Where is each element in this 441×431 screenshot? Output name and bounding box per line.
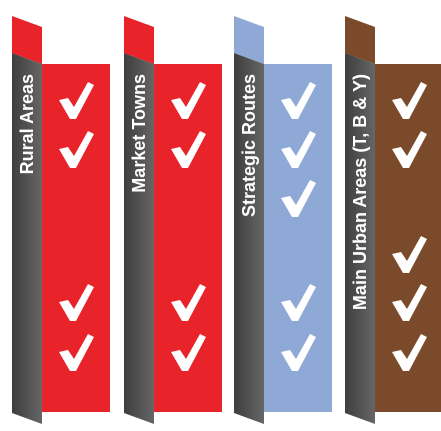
column-label: Strategic Routes — [239, 74, 259, 217]
check-icon — [59, 284, 94, 321]
column-spine — [12, 53, 42, 424]
column-body — [42, 64, 110, 412]
column-body — [264, 64, 332, 412]
check-icon — [281, 82, 316, 119]
column-tab — [234, 16, 264, 64]
check-icon — [392, 236, 427, 273]
check-icon — [392, 131, 427, 168]
column-label: Rural Areas — [17, 74, 37, 174]
check-icon — [59, 131, 94, 168]
column-spine — [345, 53, 375, 424]
column-label: Market Towns — [129, 74, 149, 193]
column-body — [154, 64, 222, 412]
check-icon — [392, 82, 427, 119]
check-icon — [59, 334, 94, 371]
check-icon — [392, 334, 427, 371]
column-tab — [12, 16, 42, 64]
column-label: Main Urban Areas (T, B & Y) — [350, 74, 370, 310]
check-icon — [281, 131, 316, 168]
column-tab — [345, 16, 375, 64]
check-icon — [171, 334, 206, 371]
column-spine — [124, 53, 154, 424]
check-icon — [171, 82, 206, 119]
check-icon — [281, 334, 316, 371]
column-spine — [234, 53, 264, 424]
column-3: Main Urban Areas (T, B & Y) — [345, 16, 441, 424]
column-body — [375, 64, 441, 412]
check-icon — [281, 284, 316, 321]
column-1: Market Towns — [124, 16, 222, 424]
check-icon — [392, 284, 427, 321]
column-0: Rural Areas — [12, 16, 110, 424]
check-icon — [171, 131, 206, 168]
column-tab — [124, 16, 154, 64]
check-icon — [59, 82, 94, 119]
column-2: Strategic Routes — [234, 16, 332, 424]
check-icon — [171, 284, 206, 321]
check-icon — [281, 180, 316, 217]
